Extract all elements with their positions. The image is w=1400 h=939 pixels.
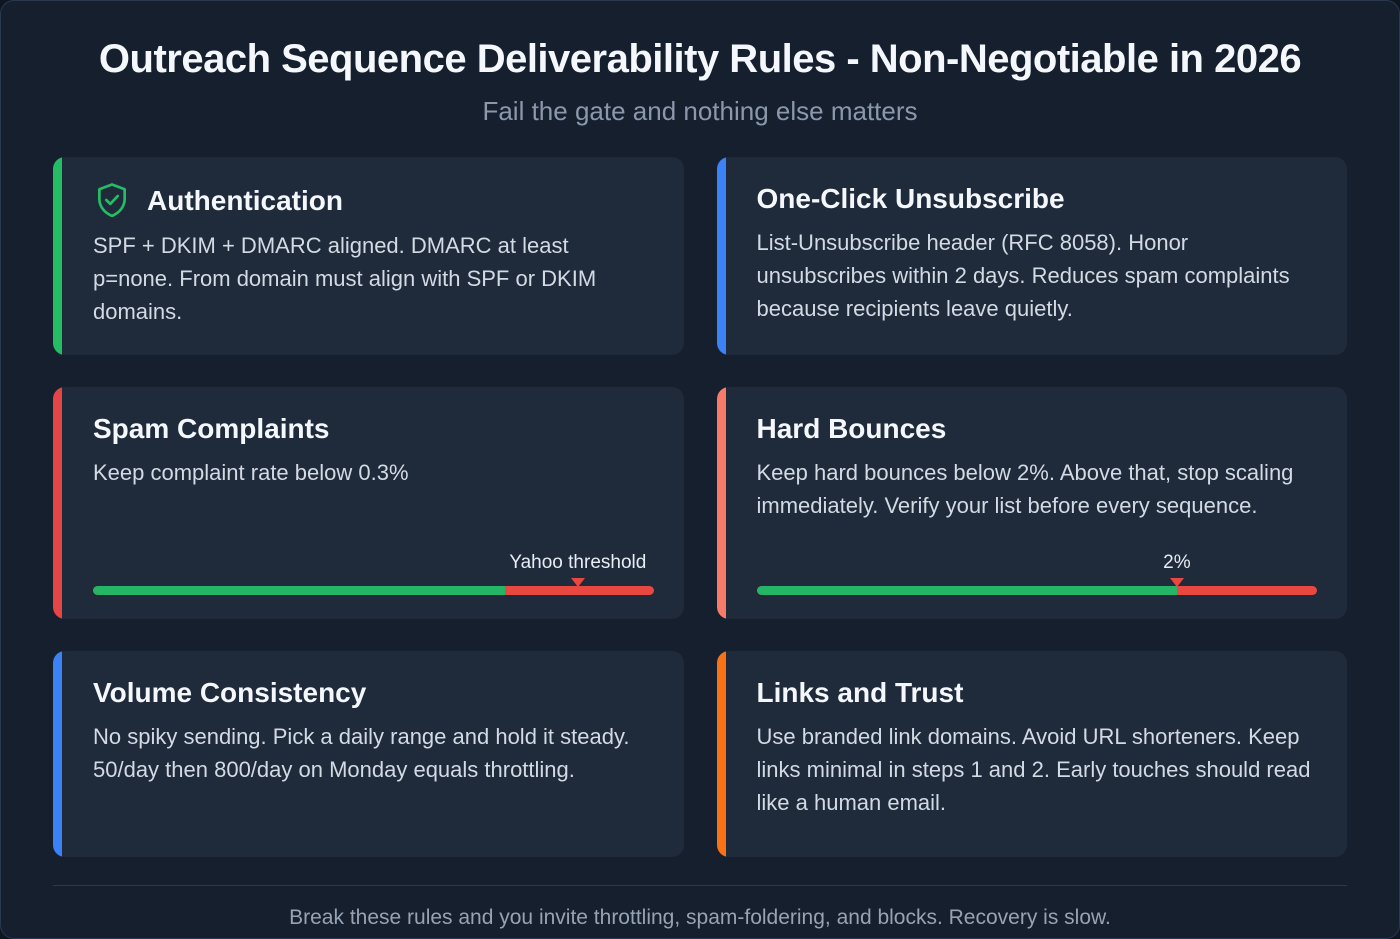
card-title: Volume Consistency [93, 677, 367, 708]
card-body: Keep hard bounces below 2%. Above that, … [756, 460, 1294, 518]
card-title: One-Click Unsubscribe [756, 183, 1065, 214]
threshold-label: Yahoo threshold [509, 552, 647, 573]
shield-check-icon [97, 183, 127, 218]
threshold-bar: Yahoo threshold [93, 552, 654, 595]
card-spam-complaints: Spam Complaints Keep complaint rate belo… [53, 387, 684, 619]
threshold-bar: 2% [756, 552, 1317, 595]
card-title: Hard Bounces [756, 413, 947, 444]
card-body: Use branded link domains. Avoid URL shor… [756, 724, 1311, 815]
threshold-bar-track [93, 586, 654, 595]
card-accent-bar [53, 387, 62, 619]
card-volume-consistency: Volume Consistency No spiky sending. Pic… [53, 651, 684, 857]
threshold-bar-fill [756, 586, 1177, 595]
threshold-label: 2% [1163, 552, 1191, 573]
threshold-marker-icon [1169, 578, 1184, 587]
card-grid: Authentication SPF + DKIM + DMARC aligne… [53, 157, 1347, 857]
card-title-row: Spam Complaints [93, 411, 654, 446]
header: Outreach Sequence Deliverability Rules -… [53, 37, 1347, 127]
footer-note: Break these rules and you invite throttl… [289, 906, 1111, 929]
card-title-row: Authentication [93, 181, 654, 219]
page-subtitle: Fail the gate and nothing else matters [482, 96, 918, 126]
footer: Break these rules and you invite throttl… [53, 885, 1347, 930]
card-accent-bar [53, 157, 62, 355]
card-accent-bar [716, 651, 726, 857]
card-one-click-unsubscribe: One-Click Unsubscribe List-Unsubscribe h… [716, 157, 1347, 355]
page-title: Outreach Sequence Deliverability Rules -… [98, 37, 1302, 81]
card-links-and-trust: Links and Trust Use branded link domains… [716, 651, 1347, 857]
card-body: No spiky sending. Pick a daily range and… [93, 724, 630, 782]
card-title: Links and Trust [756, 677, 964, 708]
threshold-bar-fill [93, 586, 505, 595]
card-body: Keep complaint rate below 0.3% [93, 460, 409, 485]
card-title-row: One-Click Unsubscribe [757, 181, 1318, 216]
card-body: SPF + DKIM + DMARC aligned. DMARC at lea… [93, 233, 597, 324]
card-hard-bounces: Hard Bounces Keep hard bounces below 2%.… [716, 387, 1347, 619]
card-title: Spam Complaints [93, 413, 330, 444]
card-title-row: Hard Bounces [757, 411, 1318, 446]
card-authentication: Authentication SPF + DKIM + DMARC aligne… [53, 157, 684, 355]
card-body: List-Unsubscribe header (RFC 8058). Hono… [756, 230, 1290, 321]
card-accent-bar [53, 651, 62, 857]
card-title: Authentication [147, 184, 343, 216]
threshold-marker-icon [570, 578, 585, 587]
card-accent-bar [716, 157, 726, 355]
card-title-row: Volume Consistency [93, 675, 654, 710]
card-accent-bar [716, 387, 726, 619]
card-title-row: Links and Trust [757, 675, 1318, 710]
threshold-bar-track [756, 586, 1317, 595]
